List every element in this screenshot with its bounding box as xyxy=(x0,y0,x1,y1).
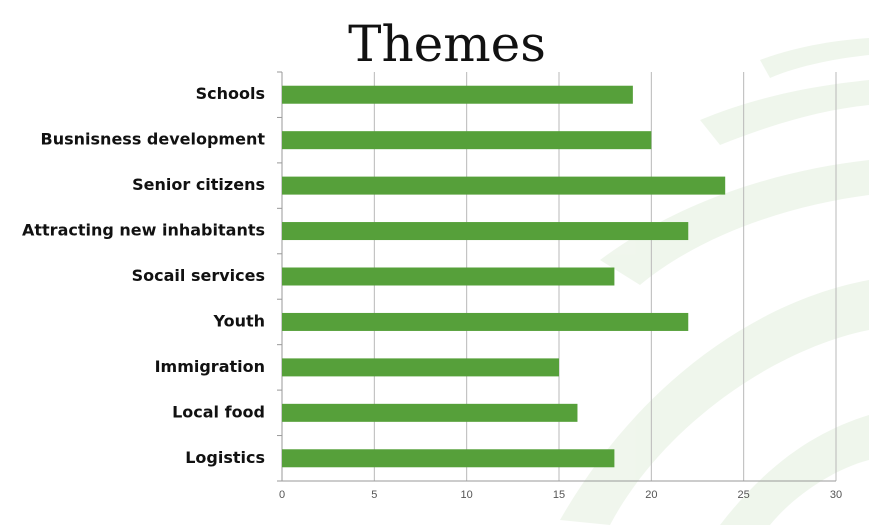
bar xyxy=(282,131,652,150)
y-tick-label: Senior citizens xyxy=(132,175,265,194)
bar xyxy=(282,222,689,241)
bar xyxy=(282,449,615,468)
bar xyxy=(282,358,559,377)
x-tick-label: 0 xyxy=(279,489,285,501)
y-tick-label: Local food xyxy=(172,402,265,421)
y-tick-label: Attracting new inhabitants xyxy=(22,221,265,240)
y-tick-label: Busnisness development xyxy=(41,130,266,149)
x-tick-label: 30 xyxy=(830,489,842,501)
bar xyxy=(282,176,726,195)
chart-title: Themes xyxy=(348,15,546,73)
y-tick-label: Socail services xyxy=(132,266,265,285)
x-tick-label: 25 xyxy=(738,489,750,501)
y-tick-label: Immigration xyxy=(155,357,265,376)
x-tick-label: 15 xyxy=(553,489,565,501)
x-tick-label: 20 xyxy=(645,489,657,501)
bar xyxy=(282,312,689,331)
background-decoration xyxy=(560,38,869,525)
y-tick-label: Youth xyxy=(212,311,265,330)
bar xyxy=(282,85,633,104)
bar xyxy=(282,403,578,422)
bar xyxy=(282,267,615,286)
y-tick-label: Schools xyxy=(196,84,265,103)
x-tick-label: 5 xyxy=(371,489,377,501)
y-tick-label: Logistics xyxy=(185,448,265,467)
x-tick-label: 10 xyxy=(461,489,473,501)
